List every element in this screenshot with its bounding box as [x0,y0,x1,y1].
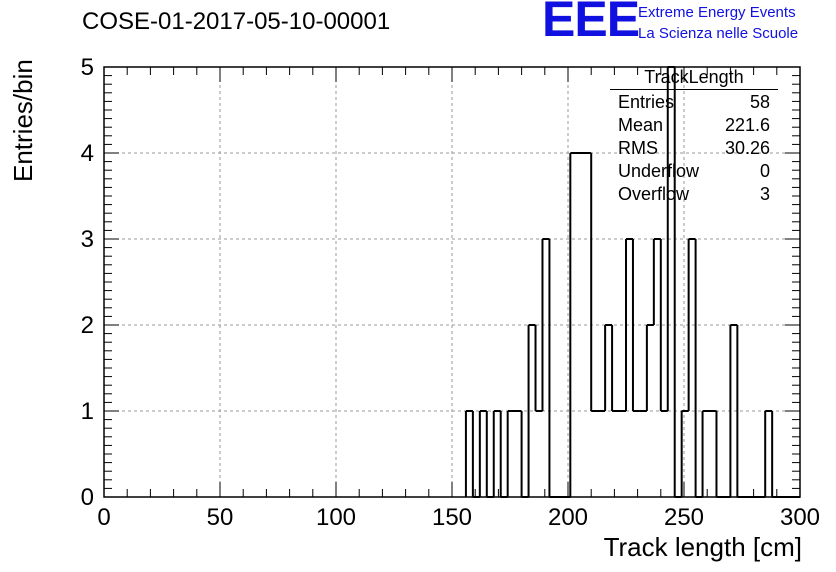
stat-row-entries: Entries 58 [610,91,778,114]
stat-label: Underflow [618,161,700,181]
stat-label: Entries [618,92,675,112]
stat-label: Mean [618,115,664,135]
x-tick-label: 200 [548,504,588,531]
eee-logo: EEE [542,0,640,47]
stats-title: TrackLength [610,67,778,90]
run-title: COSE-01-2017-05-10-00001 [82,8,391,35]
stat-value: 3 [759,184,770,204]
stat-value: 58 [749,92,770,112]
stat-value: 221.6 [724,115,770,135]
x-tick-label: 0 [97,504,110,531]
stat-value: 30.26 [724,138,770,158]
logo-line-2: La Scienza nelle Scuole [638,25,799,42]
y-axis-label: Entries/bin [8,59,38,182]
x-tick-label: 300 [780,504,820,531]
stat-row-mean: Mean 221.6 [610,114,778,137]
y-tick-label: 2 [81,312,94,339]
stat-value: 0 [759,161,770,181]
stat-row-rms: RMS 30.26 [610,137,778,160]
y-tick-label: 0 [81,484,94,511]
stat-row-overflow: Overflow 3 [610,183,778,206]
stat-label: RMS [618,138,658,158]
y-tick-label: 4 [81,140,94,167]
x-axis-label: Track length [cm] [603,532,802,562]
x-tick-label: 150 [432,504,472,531]
stat-label: Overflow [618,184,690,204]
stat-row-underflow: Underflow 0 [610,160,778,183]
y-tick-label: 1 [81,398,94,425]
x-tick-label: 250 [664,504,704,531]
y-tick-label: 5 [81,54,94,81]
y-tick-label: 3 [81,226,94,253]
x-tick-label: 50 [207,504,234,531]
x-tick-label: 100 [316,504,356,531]
logo-line-1: Extreme Energy Events [638,4,796,21]
stats-box: TrackLength Entries 58 Mean 221.6 RMS 30… [610,67,778,206]
